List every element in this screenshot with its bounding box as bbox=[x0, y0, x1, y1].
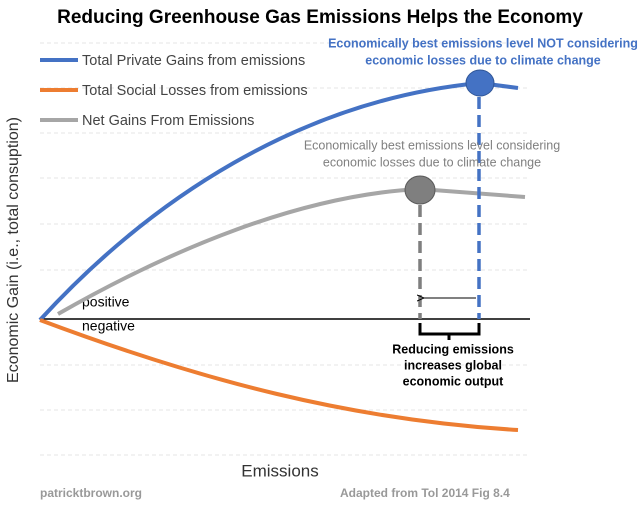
legend-label: Total Private Gains from emissions bbox=[82, 53, 305, 69]
negative-label: negative bbox=[82, 318, 135, 334]
net-best-marker bbox=[404, 175, 436, 205]
legend: Total Private Gains from emissions Total… bbox=[40, 53, 308, 129]
y-axis-label: Economic Gain (i.e., total consuption) bbox=[5, 117, 22, 383]
social-losses-curve bbox=[39, 318, 519, 432]
footer-right: Adapted from Tol 2014 Fig 8.4 bbox=[340, 486, 510, 500]
private-best-marker bbox=[465, 69, 495, 97]
net-best-note: Economically best emissions level consid… bbox=[304, 138, 560, 152]
positive-label: positive bbox=[82, 294, 130, 310]
private-best-note: economic losses due to climate change bbox=[365, 53, 601, 67]
net-gains-curve bbox=[57, 186, 526, 316]
footer-left: patricktbrown.org bbox=[40, 486, 142, 500]
reduction-text: increases global bbox=[404, 358, 502, 372]
legend-label: Total Social Losses from emissions bbox=[82, 83, 308, 99]
reduction-bracket bbox=[418, 323, 481, 340]
legend-label: Net Gains From Emissions bbox=[82, 113, 254, 129]
title: Reducing Greenhouse Gas Emissions Helps … bbox=[57, 7, 583, 28]
reduction-text: economic output bbox=[403, 374, 505, 388]
x-axis-label: Emissions bbox=[241, 461, 318, 480]
reduction-text: Reducing emissions bbox=[392, 342, 514, 356]
private-gains-curve bbox=[38, 80, 519, 322]
net-best-note: economic losses due to climate change bbox=[323, 155, 541, 169]
private-best-note: Economically best emissions level NOT co… bbox=[328, 36, 638, 50]
